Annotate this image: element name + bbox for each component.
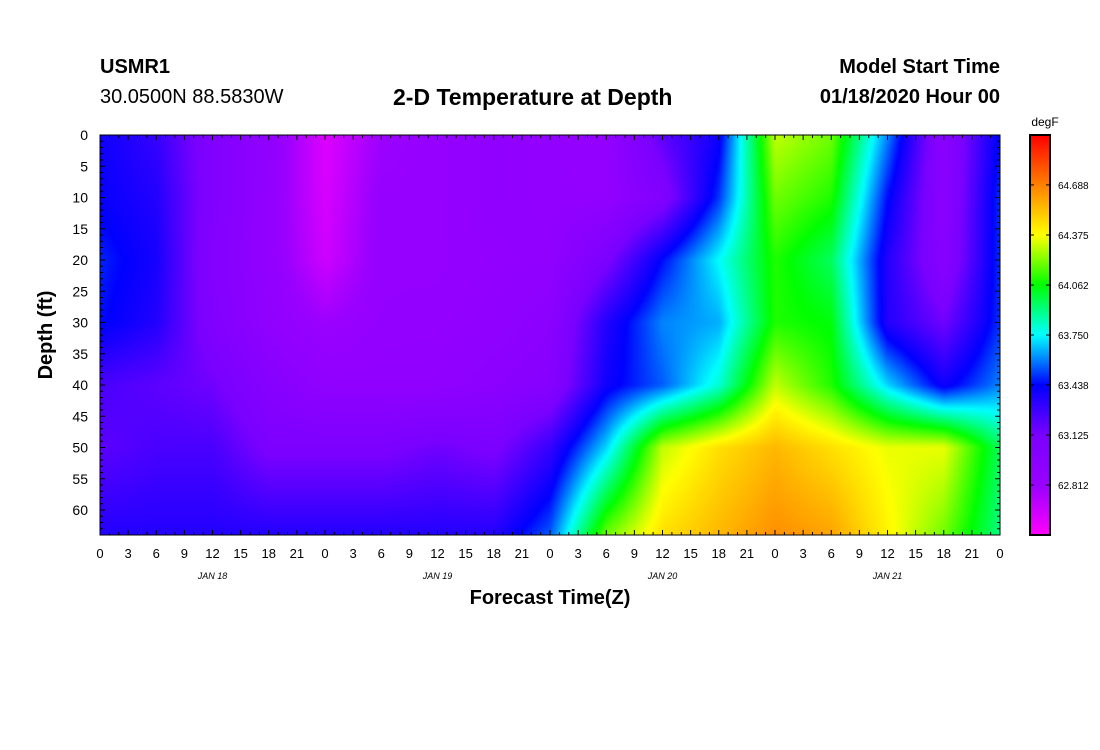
- day-label: JAN 18: [197, 571, 228, 581]
- x-tick-label: 18: [487, 546, 501, 561]
- x-tick-label: 3: [350, 546, 357, 561]
- y-tick-label: 45: [72, 408, 88, 424]
- x-tick-label: 3: [125, 546, 132, 561]
- x-tick-label: 0: [96, 546, 103, 561]
- chart-title: 2-D Temperature at Depth: [393, 84, 673, 110]
- y-tick-label: 15: [72, 221, 88, 237]
- x-tick-label: 6: [153, 546, 160, 561]
- x-tick-label: 6: [828, 546, 835, 561]
- colorbar-tick-label: 64.688: [1058, 181, 1089, 192]
- x-tick-label: 18: [937, 546, 951, 561]
- colorbar-tick-label: 63.438: [1058, 381, 1089, 392]
- x-tick-label: 0: [546, 546, 553, 561]
- x-tick-label: 15: [683, 546, 697, 561]
- x-tick-label: 21: [965, 546, 979, 561]
- x-tick-label: 0: [996, 546, 1003, 561]
- y-tick-label: 10: [72, 190, 88, 206]
- colorbar-tick-label: 62.812: [1058, 481, 1089, 492]
- day-labels: JAN 18 JAN 19 JAN 20 JAN 21: [197, 571, 903, 581]
- x-tick-label: 21: [740, 546, 754, 561]
- y-tick-label: 30: [72, 315, 88, 331]
- x-tick-label: 9: [856, 546, 863, 561]
- y-tick-label: 55: [72, 471, 88, 487]
- y-tick-label: 5: [80, 158, 88, 174]
- plot-frame: [99, 134, 1001, 536]
- x-tick-label: 15: [458, 546, 472, 561]
- y-tick-label: 40: [72, 377, 88, 393]
- y-tick-label: 0: [80, 127, 88, 143]
- colorbar-tick-label: 64.062: [1058, 281, 1089, 292]
- y-tick-label: 50: [72, 440, 88, 456]
- model-start-value: 01/18/2020 Hour 00: [819, 86, 1000, 108]
- colorbar-unit: degF: [1031, 115, 1058, 129]
- x-axis-label: Forecast Time(Z): [470, 587, 631, 609]
- x-tick-label: 3: [575, 546, 582, 561]
- y-tick-label: 60: [72, 502, 88, 518]
- x-tick-label: 6: [603, 546, 610, 561]
- x-tick-label: 3: [800, 546, 807, 561]
- y-axis-label: Depth (ft): [35, 291, 57, 380]
- x-tick-label: 0: [771, 546, 778, 561]
- x-tick-label: 6: [378, 546, 385, 561]
- day-label: JAN 19: [422, 571, 453, 581]
- x-tick-label: 21: [515, 546, 529, 561]
- x-tick-label: 12: [655, 546, 669, 561]
- x-tick-label: 9: [406, 546, 413, 561]
- day-label: JAN 20: [647, 571, 678, 581]
- colorbar: degF 64.688 64.375 64.062 63.750 63.438 63.12…: [1029, 115, 1089, 536]
- colorbar-tick-label: 63.750: [1058, 331, 1089, 342]
- heatmap-image: [100, 135, 1000, 535]
- model-start-label: Model Start Time: [839, 56, 1000, 78]
- y-tick-label: 35: [72, 346, 88, 362]
- x-tick-label: 18: [712, 546, 726, 561]
- x-tick-label: 12: [205, 546, 219, 561]
- day-label: JAN 21: [872, 571, 903, 581]
- x-tick-label: 9: [631, 546, 638, 561]
- x-tick-label: 15: [908, 546, 922, 561]
- x-tick-label: 15: [233, 546, 247, 561]
- x-tick-label: 18: [262, 546, 276, 561]
- x-tick-label: 21: [290, 546, 304, 561]
- x-tick-label: 9: [181, 546, 188, 561]
- y-tick-label: 20: [72, 252, 88, 268]
- station-coordinates: 30.0500N 88.5830W: [100, 86, 284, 108]
- y-tick-label: 25: [72, 283, 88, 299]
- x-tick-label: 12: [880, 546, 894, 561]
- x-tick-label: 12: [430, 546, 444, 561]
- colorbar-tick-label: 64.375: [1058, 231, 1089, 242]
- station-id: USMR1: [100, 56, 171, 78]
- x-tick-label: 0: [321, 546, 328, 561]
- colorbar-tick-label: 63.125: [1058, 431, 1089, 442]
